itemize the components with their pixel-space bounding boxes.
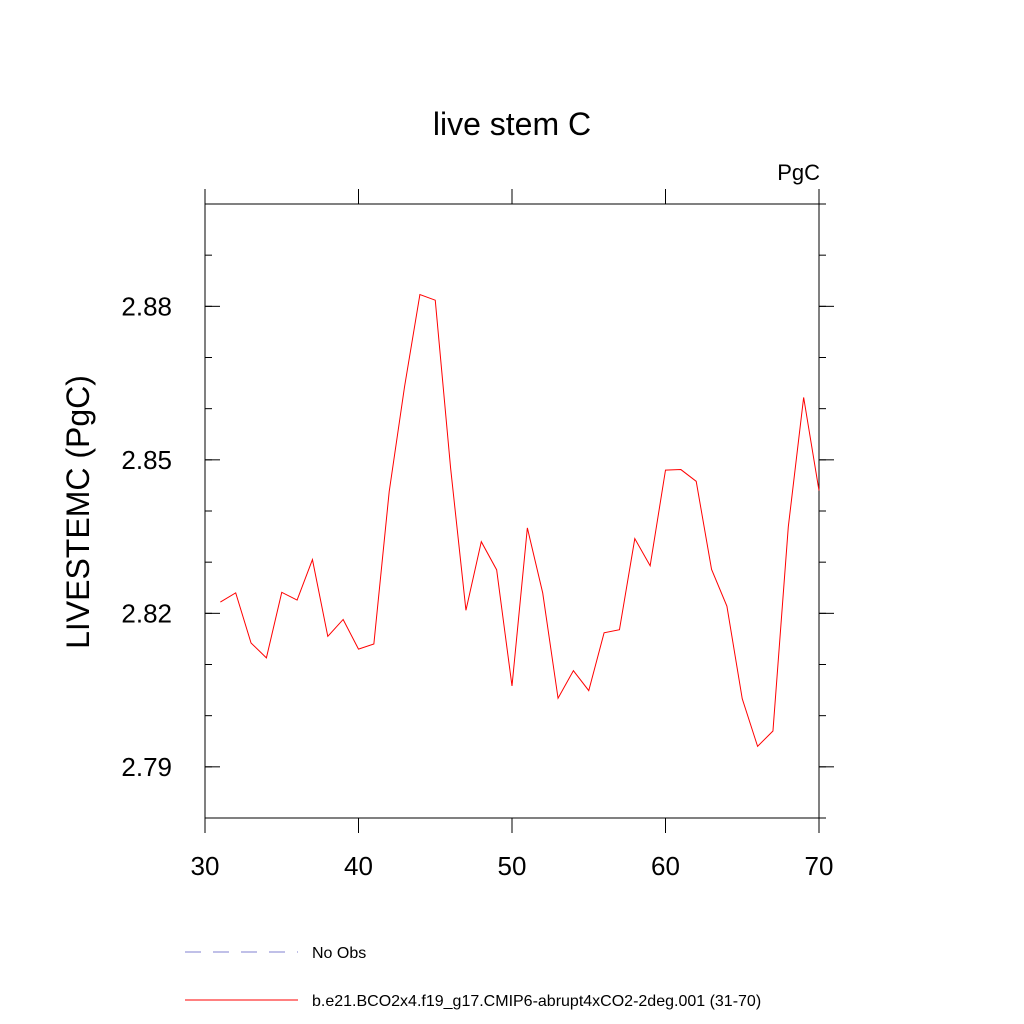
x-tick-label: 60	[651, 851, 680, 881]
series-layer	[220, 293, 820, 748]
tick-labels: 30 40 50 60 70 2.79 2.82 2.85 2.88	[121, 291, 833, 881]
y-tick-label: 2.85	[121, 445, 172, 475]
series-line	[220, 293, 820, 748]
axis-ticks	[204, 189, 834, 833]
x-tick-label: 30	[191, 851, 220, 881]
y-tick-label: 2.82	[121, 598, 172, 628]
plot-frame	[204, 203, 820, 819]
legend: No Obs b.e21.BCO2x4.f19_g17.CMIP6-abrupt4…	[185, 945, 761, 1010]
y-axis-label: LIVESTEMC (PgC)	[60, 375, 96, 649]
legend-label: No Obs	[312, 945, 366, 962]
chart-title: live stem C	[433, 106, 591, 142]
x-tick-label: 70	[805, 851, 834, 881]
y-tick-label: 2.88	[121, 291, 172, 321]
x-tick-label: 50	[498, 851, 527, 881]
x-tick-label: 40	[344, 851, 373, 881]
y-tick-label: 2.79	[121, 752, 172, 782]
units-label: PgC	[777, 160, 820, 185]
legend-label: b.e21.BCO2x4.f19_g17.CMIP6-abrupt4xCO2-2…	[312, 993, 761, 1010]
